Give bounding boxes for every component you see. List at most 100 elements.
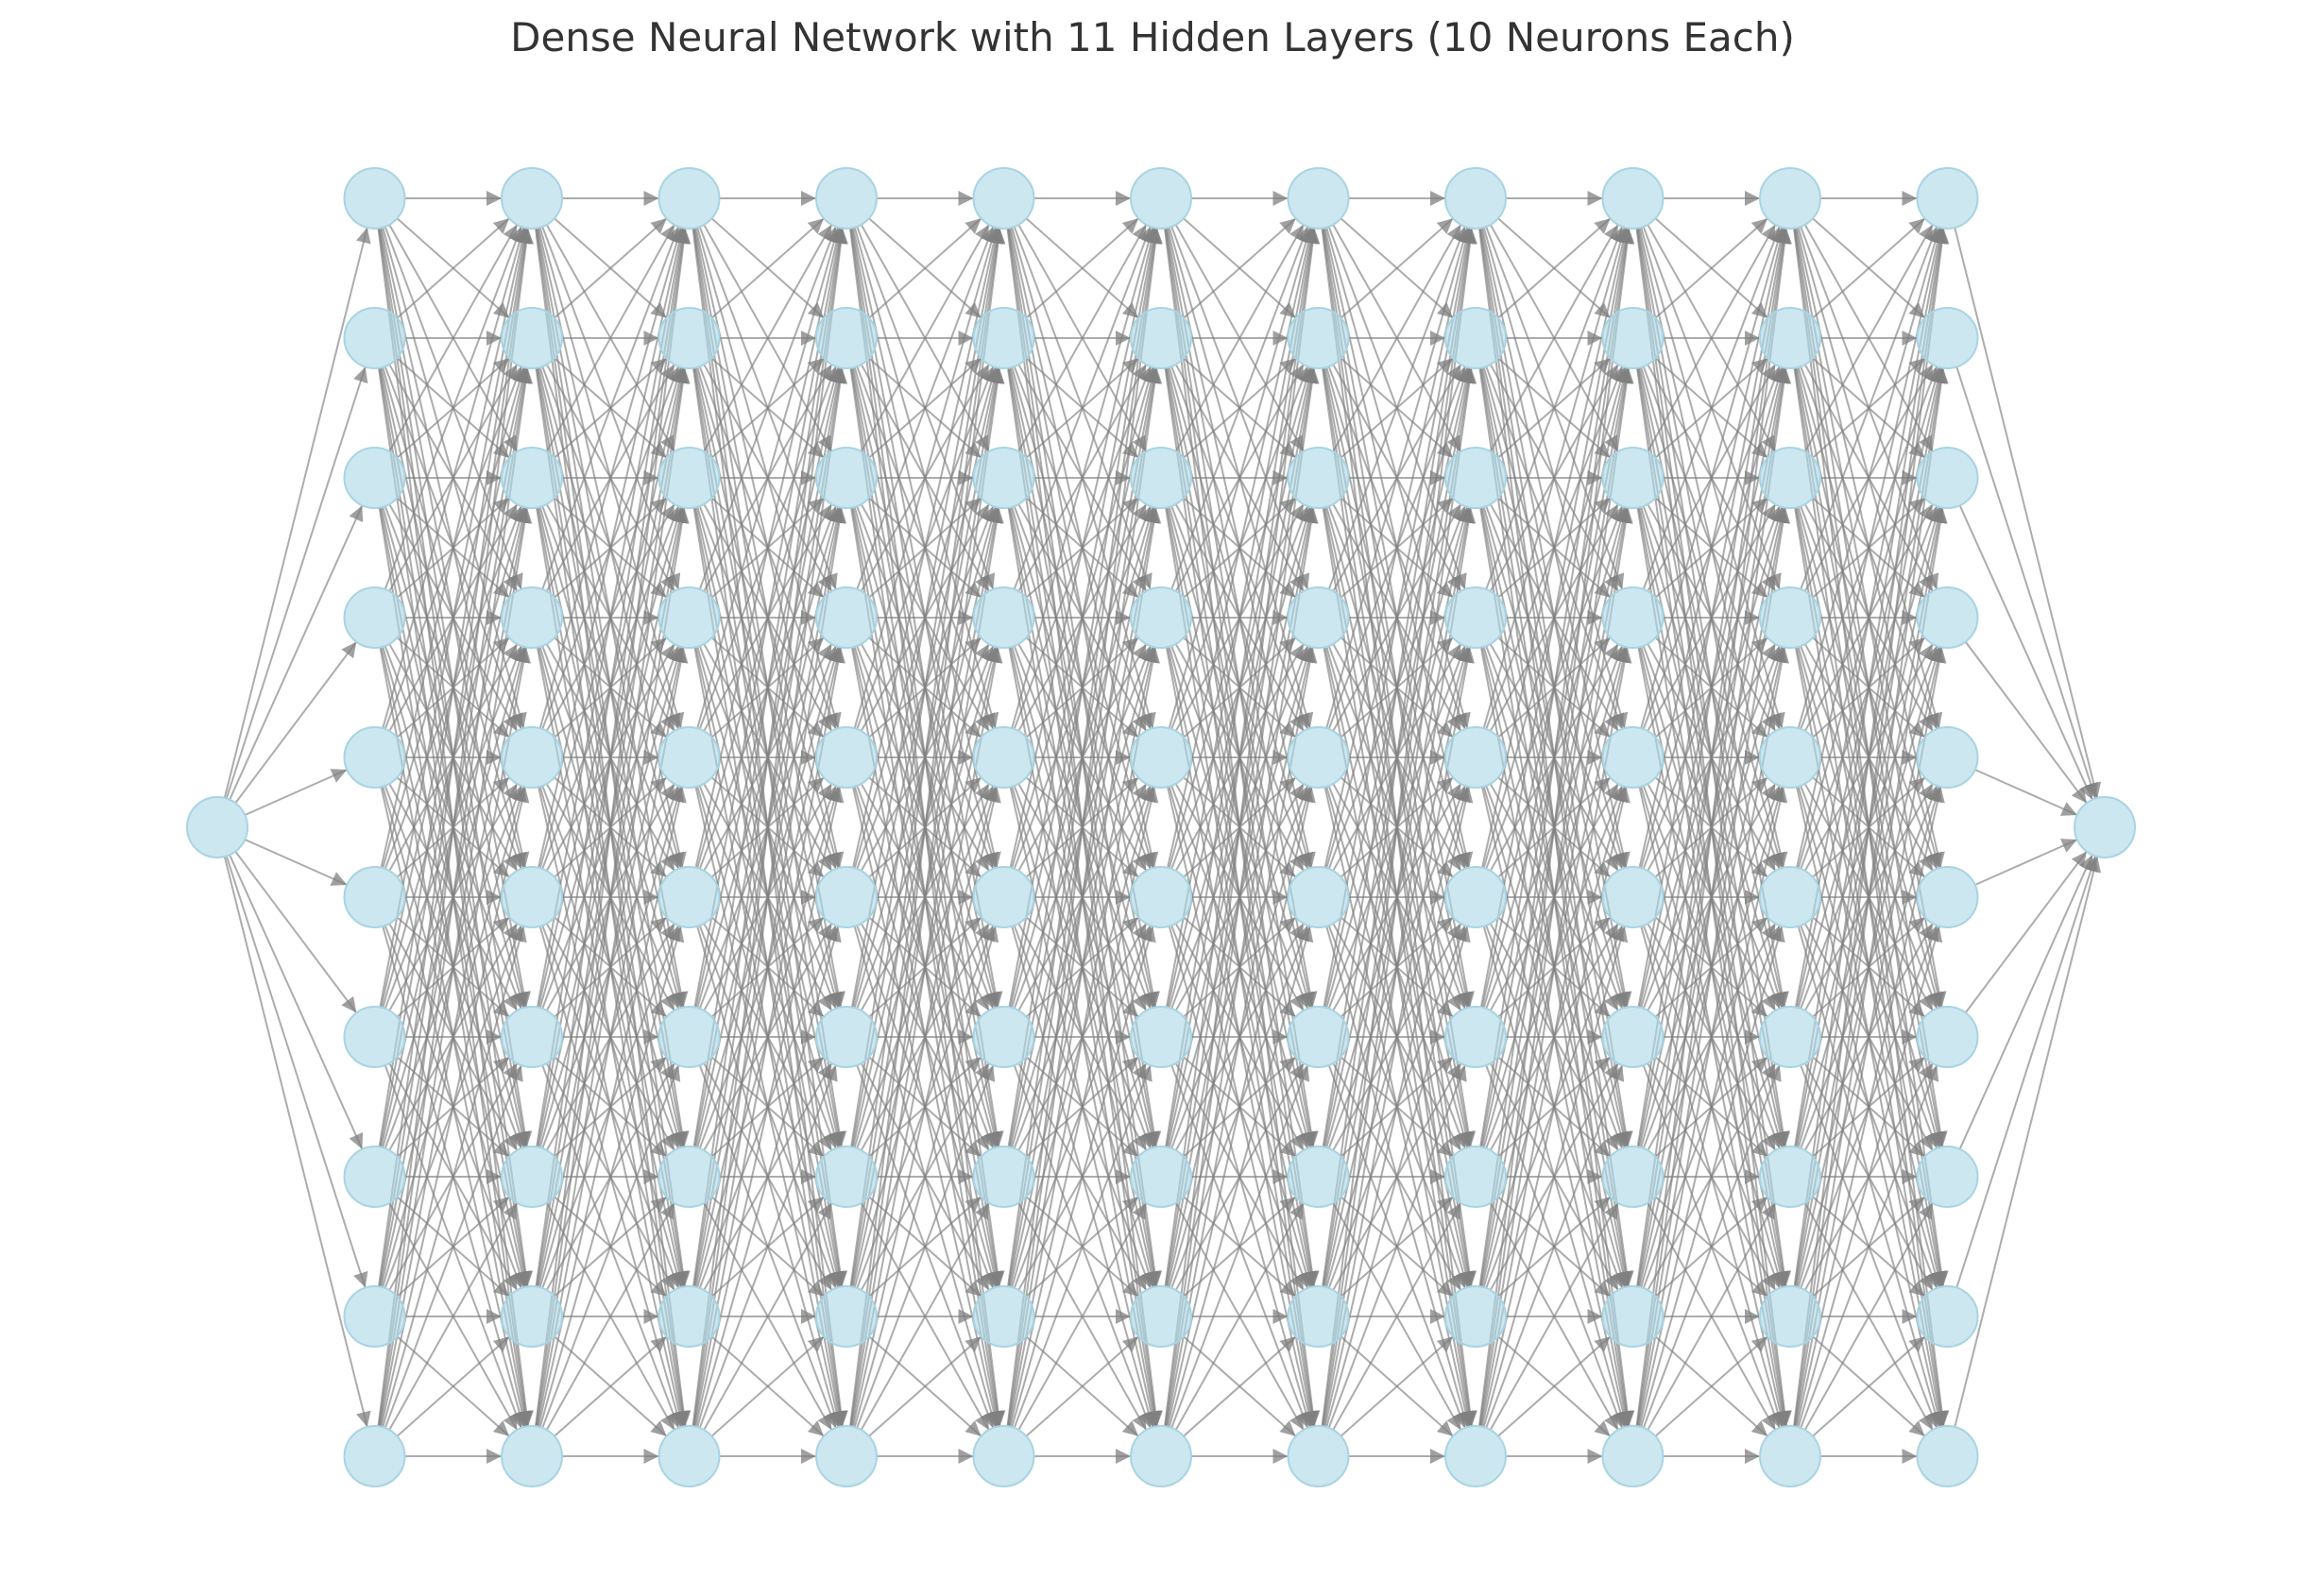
connection-edge bbox=[1497, 217, 1612, 319]
hidden-neuron-layer-11 bbox=[1916, 866, 1979, 928]
hidden-neuron-layer-2 bbox=[501, 1006, 563, 1068]
connection-edge bbox=[853, 925, 999, 1428]
hidden-neuron-layer-3 bbox=[657, 1285, 721, 1348]
connection-edge bbox=[223, 856, 371, 1428]
connection-edge bbox=[1332, 224, 1462, 452]
connection-edge bbox=[696, 227, 842, 729]
hidden-neuron-layer-10 bbox=[1759, 167, 1821, 229]
hidden-neuron-layer-3 bbox=[657, 167, 721, 229]
hidden-neuron-layer-9 bbox=[1601, 1285, 1665, 1348]
connection-edge bbox=[1479, 228, 1632, 1008]
connection-edge bbox=[541, 226, 681, 590]
connection-edge bbox=[244, 769, 348, 816]
connection-edge bbox=[382, 227, 527, 729]
connection-edge bbox=[229, 504, 364, 801]
hidden-neuron-layer-5 bbox=[972, 307, 1035, 369]
connection-edge bbox=[1800, 226, 1939, 590]
connection-edge bbox=[225, 856, 368, 1288]
hidden-neuron-layer-6 bbox=[1130, 447, 1192, 509]
connection-edge bbox=[1642, 226, 1782, 590]
connection-edge bbox=[1803, 224, 1934, 452]
connection-edge bbox=[1325, 227, 1471, 729]
hidden-neuron-layer-3 bbox=[657, 726, 721, 789]
connection-edge bbox=[710, 217, 825, 319]
hidden-neuron-layer-8 bbox=[1444, 1425, 1507, 1487]
connection-edge bbox=[1812, 1335, 1926, 1437]
hidden-neuron-layer-8 bbox=[1444, 1006, 1507, 1068]
hidden-neuron-layer-10 bbox=[1759, 866, 1821, 928]
hidden-neuron-layer-7 bbox=[1287, 1425, 1350, 1487]
connection-edge bbox=[710, 1335, 825, 1437]
hidden-neuron-layer-8 bbox=[1444, 866, 1507, 928]
connection-edge bbox=[1007, 367, 1163, 1427]
connection-edge bbox=[1794, 228, 1947, 1008]
hidden-neuron-layer-1 bbox=[343, 1006, 406, 1068]
hidden-neuron-layer-9 bbox=[1601, 586, 1665, 649]
connection-edge bbox=[850, 228, 1003, 1008]
hidden-neuron-layer-10 bbox=[1759, 1285, 1821, 1348]
connection-edge bbox=[1340, 217, 1454, 319]
connection-edge bbox=[1637, 647, 1790, 1427]
connection-edge bbox=[850, 228, 1004, 1147]
hidden-neuron-layer-9 bbox=[1601, 167, 1665, 229]
hidden-neuron-layer-2 bbox=[501, 866, 563, 928]
connection-edge bbox=[1327, 1064, 1467, 1429]
input-neuron bbox=[186, 796, 248, 858]
hidden-neuron-layer-4 bbox=[815, 1285, 878, 1348]
hidden-neuron-layer-1 bbox=[343, 1285, 406, 1348]
connection-edge bbox=[536, 507, 690, 1427]
connection-edge bbox=[1958, 504, 2093, 801]
connection-edge bbox=[1794, 507, 1948, 1427]
connection-edge bbox=[1174, 224, 1305, 452]
connection-edge bbox=[379, 647, 532, 1427]
connection-edge bbox=[378, 507, 533, 1427]
connection-edge bbox=[1322, 228, 1477, 1147]
hidden-neuron-layer-5 bbox=[972, 1425, 1035, 1487]
hidden-neuron-layer-11 bbox=[1916, 447, 1979, 509]
hidden-neuron-layer-7 bbox=[1287, 866, 1350, 928]
hidden-neuron-layer-2 bbox=[501, 726, 563, 789]
connection-edge bbox=[1793, 228, 1950, 1427]
connection-edge bbox=[1636, 228, 1791, 1147]
hidden-neuron-layer-3 bbox=[657, 1146, 721, 1208]
hidden-neuron-layer-1 bbox=[343, 586, 406, 649]
connection-edge bbox=[382, 925, 527, 1428]
connection-edge bbox=[234, 640, 358, 805]
output-neuron bbox=[2074, 796, 2136, 858]
connection-edge bbox=[860, 1202, 990, 1431]
connection-edge bbox=[1017, 1202, 1148, 1431]
connection-edge bbox=[1800, 1064, 1939, 1429]
connection-edge bbox=[1174, 1202, 1305, 1431]
hidden-neuron-layer-11 bbox=[1916, 726, 1979, 789]
hidden-neuron-layer-8 bbox=[1444, 1285, 1507, 1348]
connection-edge bbox=[1322, 367, 1477, 1427]
hidden-neuron-layer-2 bbox=[501, 1425, 563, 1487]
hidden-neuron-layer-2 bbox=[501, 307, 563, 369]
hidden-neuron-layer-6 bbox=[1130, 1006, 1192, 1068]
connection-edge bbox=[1489, 1202, 1619, 1431]
hidden-neuron-layer-11 bbox=[1916, 307, 1979, 369]
connection-edge bbox=[384, 1064, 523, 1429]
hidden-neuron-layer-9 bbox=[1601, 307, 1665, 369]
hidden-neuron-layer-11 bbox=[1916, 586, 1979, 649]
connection-edge bbox=[1017, 224, 1148, 452]
connection-edge bbox=[1635, 228, 1792, 1427]
connection-edge bbox=[1955, 366, 2098, 799]
hidden-neuron-layer-4 bbox=[815, 726, 878, 789]
hidden-neuron-layer-10 bbox=[1759, 307, 1821, 369]
hidden-neuron-layer-10 bbox=[1759, 447, 1821, 509]
hidden-neuron-layer-11 bbox=[1916, 1146, 1979, 1208]
hidden-neuron-layer-5 bbox=[972, 167, 1035, 229]
hidden-neuron-layer-8 bbox=[1444, 307, 1507, 369]
hidden-neuron-layer-6 bbox=[1130, 1425, 1192, 1487]
hidden-neuron-layer-6 bbox=[1130, 307, 1192, 369]
connection-edge bbox=[1322, 228, 1477, 1287]
hidden-neuron-layer-4 bbox=[815, 1146, 878, 1208]
connection-edge bbox=[703, 224, 833, 452]
connection-edge bbox=[535, 228, 692, 1427]
hidden-neuron-layer-1 bbox=[343, 866, 406, 928]
hidden-neuron-layer-1 bbox=[343, 726, 406, 789]
connection-edge bbox=[1637, 228, 1790, 1008]
hidden-neuron-layer-10 bbox=[1759, 726, 1821, 789]
connection-edge bbox=[1479, 647, 1632, 1427]
